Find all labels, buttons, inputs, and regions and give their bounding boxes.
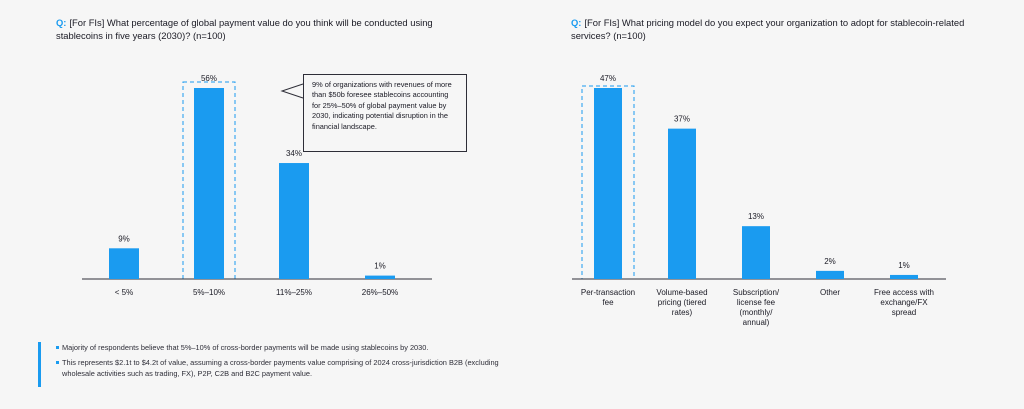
bar	[594, 88, 622, 279]
data-label: 37%	[674, 115, 690, 124]
note-text: This represents $2.1t to $4.2t of value,…	[62, 357, 499, 379]
data-label: 34%	[286, 149, 302, 158]
bullet-icon	[56, 346, 59, 349]
category-label: Volume-based	[656, 288, 707, 297]
data-label: 47%	[600, 74, 616, 83]
question-prefix: Q:	[571, 17, 582, 28]
category-label: annual)	[743, 318, 770, 327]
category-label: Free access with	[874, 288, 934, 297]
callout-pointer	[280, 83, 304, 99]
note-item: This represents $2.1t to $4.2t of value,…	[56, 357, 526, 380]
bar	[816, 270, 844, 279]
category-label: fee	[602, 298, 614, 307]
category-label: license fee	[737, 298, 776, 307]
category-label: 11%–25%	[276, 288, 312, 297]
category-label: Subscription/	[733, 288, 780, 297]
data-label: 9%	[118, 234, 130, 243]
category-label: 5%–10%	[193, 288, 225, 297]
category-label: < 5%	[115, 288, 133, 297]
notes-accent-bar	[38, 342, 41, 387]
question-text: [For FIs] What pricing model do you expe…	[571, 17, 965, 41]
data-label: 13%	[748, 212, 764, 221]
data-label: 1%	[374, 262, 386, 271]
bar	[279, 163, 309, 279]
data-label: 2%	[824, 257, 836, 266]
category-label: (monthly/	[740, 308, 774, 317]
data-label: 56%	[201, 74, 217, 83]
category-label: Per-transaction	[581, 288, 635, 297]
bar	[194, 88, 224, 279]
bar	[365, 275, 395, 279]
category-label: rates)	[672, 308, 693, 317]
question-text: [For FIs] What percentage of global paym…	[56, 17, 433, 41]
note-item: Majority of respondents believe that 5%–…	[56, 342, 526, 354]
category-label: 26%–50%	[362, 288, 398, 297]
left-question: Q: [For FIs] What percentage of global pa…	[56, 17, 456, 42]
category-label: pricing (tiered	[658, 298, 706, 307]
bar	[742, 226, 770, 279]
data-label: 1%	[898, 261, 910, 270]
highlight-box	[581, 85, 635, 280]
right-question: Q: [For FIs] What pricing model do you ex…	[571, 17, 971, 42]
bar	[890, 274, 918, 279]
note-text: Majority of respondents believe that 5%–…	[62, 343, 429, 352]
callout-text: 9% of organizations with revenues of mor…	[312, 80, 452, 131]
question-prefix: Q:	[56, 17, 67, 28]
category-label: exchange/FX	[880, 298, 928, 307]
bar	[109, 248, 139, 279]
bar	[668, 128, 696, 279]
category-label: Other	[820, 288, 840, 297]
notes-section: Majority of respondents believe that 5%–…	[38, 342, 526, 387]
bullet-icon	[56, 360, 59, 364]
callout-box: 9% of organizations with revenues of mor…	[303, 74, 467, 152]
category-label: spread	[892, 308, 916, 317]
